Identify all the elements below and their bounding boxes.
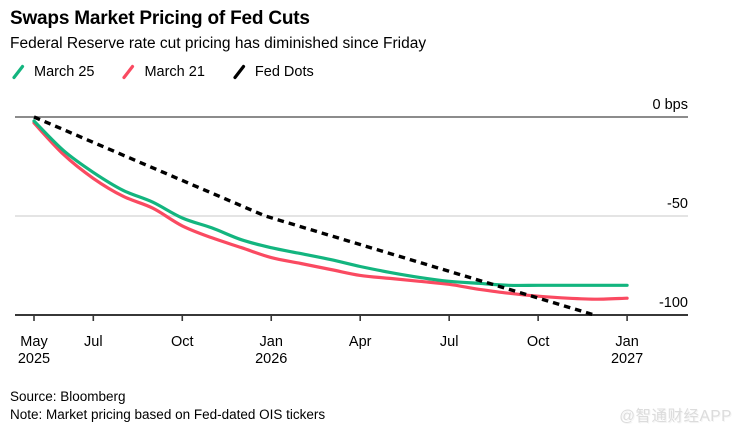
legend-label-march-25: March 25 — [34, 64, 95, 80]
legend-label-fed-dots: Fed Dots — [254, 64, 314, 80]
chart-subtitle: Federal Reserve rate cut pricing has dim… — [10, 35, 427, 52]
y-axis-label: -50 — [667, 196, 688, 212]
x-axis-month-label: Jan — [260, 334, 283, 350]
march-25-slash-icon — [12, 64, 25, 80]
source-text: Source: Bloomberg — [10, 389, 126, 404]
x-axis-month-label: Jul — [84, 334, 103, 350]
x-axis-year-label: 2027 — [611, 351, 643, 367]
x-axis-month-label: Oct — [171, 334, 194, 350]
legend: March 25 March 21 Fed Dots — [11, 61, 314, 83]
note-text: Note: Market pricing based on Fed-dated … — [10, 407, 326, 422]
chart-title: Swaps Market Pricing of Fed Cuts — [10, 8, 310, 29]
march-21-line — [32, 121, 629, 301]
fed-dots-line — [33, 115, 595, 317]
x-axis-month-label: May — [20, 334, 48, 350]
fed-dots-slash-icon — [233, 64, 246, 80]
x-axis-month-label: Oct — [527, 334, 550, 350]
march-25-line — [32, 119, 629, 288]
march-21-slash-icon — [122, 64, 135, 80]
x-axis-month-label: Jul — [440, 334, 459, 350]
y-axis-label: -100 — [659, 295, 688, 311]
legend-item-march-25: March 25 — [11, 64, 94, 80]
x-axis-year-label: 2026 — [255, 351, 287, 367]
x-axis-month-label: Apr — [349, 334, 372, 350]
legend-item-fed-dots: Fed Dots — [232, 64, 314, 80]
legend-item-march-21: March 21 — [121, 64, 205, 80]
watermark: @智通财经APP — [619, 408, 732, 425]
y-axis-label: 0 bps — [653, 97, 688, 113]
legend-label-march-21: March 21 — [144, 64, 205, 80]
x-axis-month-label: Jan — [615, 334, 638, 350]
x-axis-year-label: 2025 — [18, 351, 50, 367]
